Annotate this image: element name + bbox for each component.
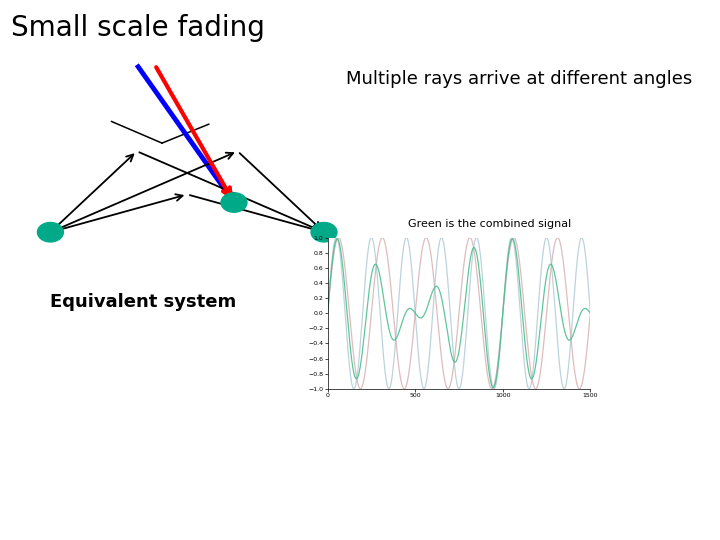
Text: Equivalent system: Equivalent system — [50, 293, 237, 312]
Circle shape — [221, 193, 247, 212]
Circle shape — [37, 222, 63, 242]
Text: Multiple rays arrive at different angles: Multiple rays arrive at different angles — [346, 70, 692, 88]
Text: Green is the combined signal: Green is the combined signal — [408, 219, 571, 229]
Text: Small scale fading: Small scale fading — [11, 14, 265, 42]
Circle shape — [311, 222, 337, 242]
